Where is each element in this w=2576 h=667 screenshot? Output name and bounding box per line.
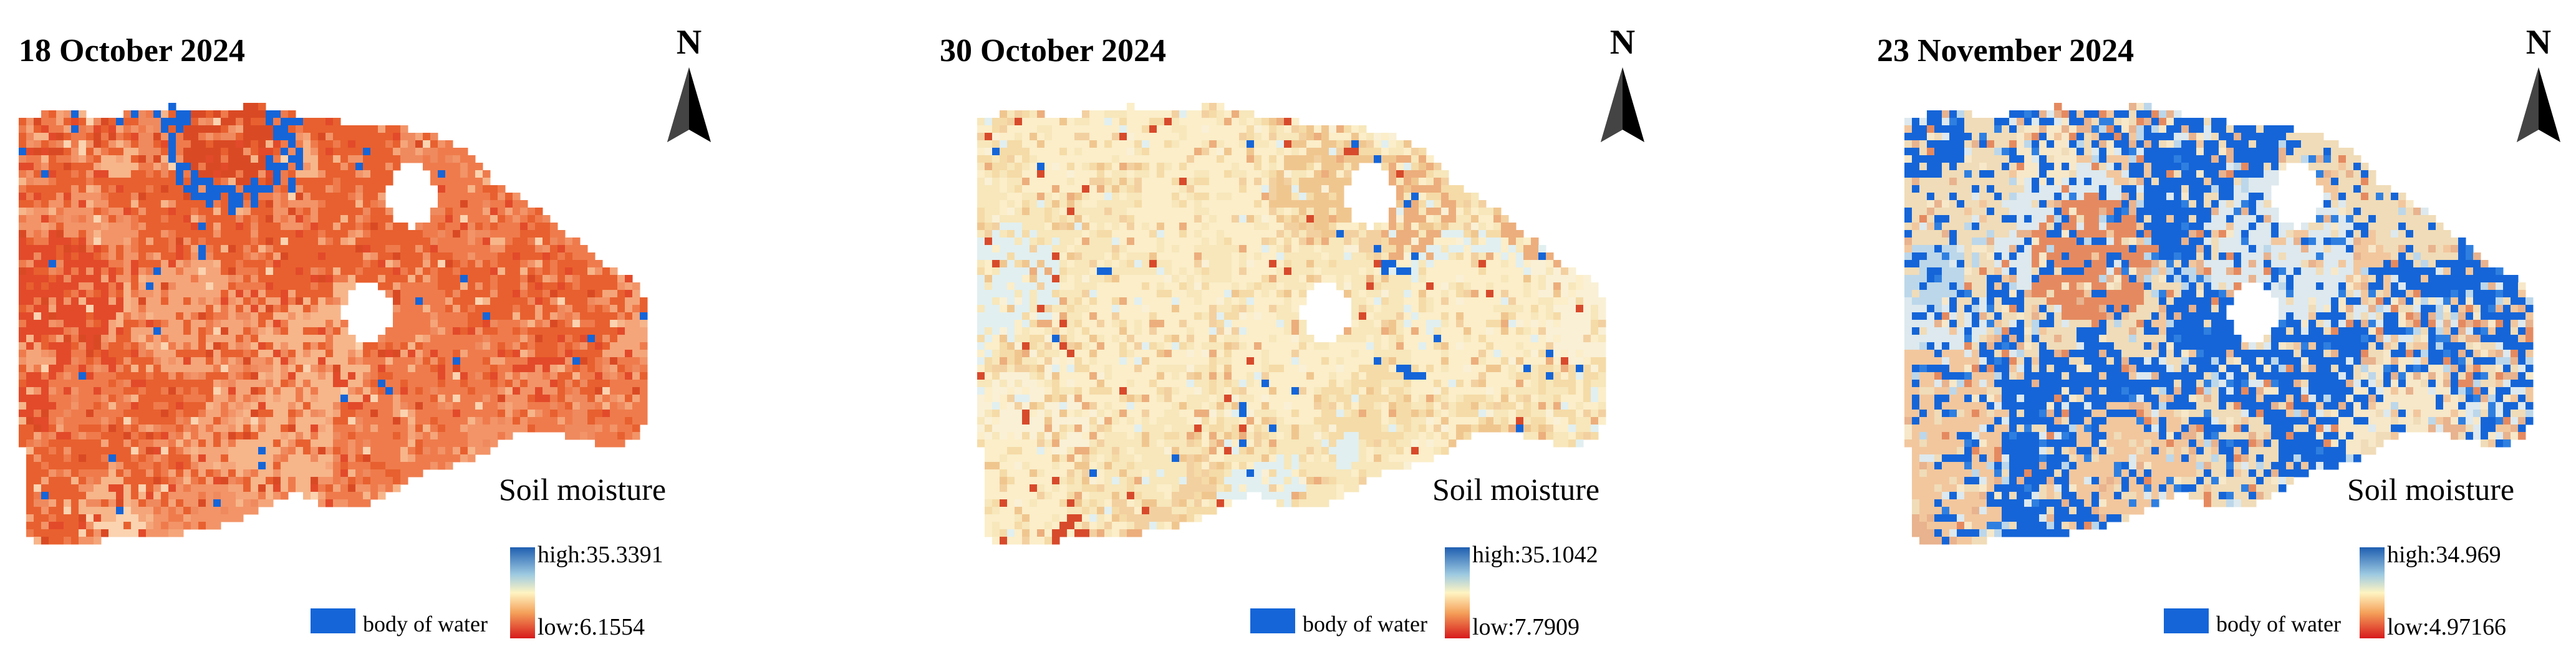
colorbar-low-label: low:6.1554	[538, 614, 645, 640]
soil-moisture-map	[977, 103, 1606, 545]
north-label: N	[2525, 23, 2552, 62]
north-arrow: N	[2511, 24, 2567, 148]
water-legend-swatch	[311, 608, 355, 633]
legend-title: Soil moisture	[1432, 472, 1600, 507]
water-legend-swatch	[2164, 608, 2209, 633]
north-label: N	[676, 23, 702, 62]
water-legend-label: body of water	[1303, 612, 1427, 636]
colorbar-low-label: low:7.7909	[1472, 614, 1580, 640]
soil-moisture-map	[19, 103, 648, 545]
map-panel-3: 23 November 2024 N Soil moisture high:34…	[1717, 0, 2576, 667]
north-label: N	[1609, 23, 1636, 62]
panel-title: 30 October 2024	[940, 33, 1166, 69]
water-legend-label: body of water	[2216, 612, 2341, 636]
map-panel-1: 18 October 2024 N Soil moisture high:35.…	[0, 0, 859, 667]
north-arrow: N	[661, 24, 717, 148]
map-panel-2: 30 October 2024 N Soil moisture high:35.…	[859, 0, 1717, 667]
colorbar-low-label: low:4.97166	[2387, 614, 2507, 640]
legend-title: Soil moisture	[2347, 472, 2515, 507]
north-arrow-icon	[667, 67, 711, 142]
moisture-colorbar	[2360, 547, 2385, 638]
moisture-colorbar	[1445, 547, 1470, 638]
colorbar-high-label: high:35.1042	[1472, 542, 1598, 568]
moisture-colorbar	[510, 547, 535, 638]
colorbar-high-label: high:35.3391	[538, 542, 663, 568]
north-arrow: N	[1594, 24, 1651, 148]
north-arrow-icon	[1601, 67, 1644, 142]
panel-title: 18 October 2024	[19, 33, 245, 69]
soil-moisture-map	[1904, 103, 2534, 545]
legend-title: Soil moisture	[499, 472, 667, 507]
panel-title: 23 November 2024	[1877, 33, 2135, 69]
water-legend-swatch	[1250, 608, 1295, 633]
north-arrow-icon	[2517, 67, 2560, 142]
water-legend-label: body of water	[363, 612, 488, 636]
colorbar-high-label: high:34.969	[2387, 542, 2501, 568]
